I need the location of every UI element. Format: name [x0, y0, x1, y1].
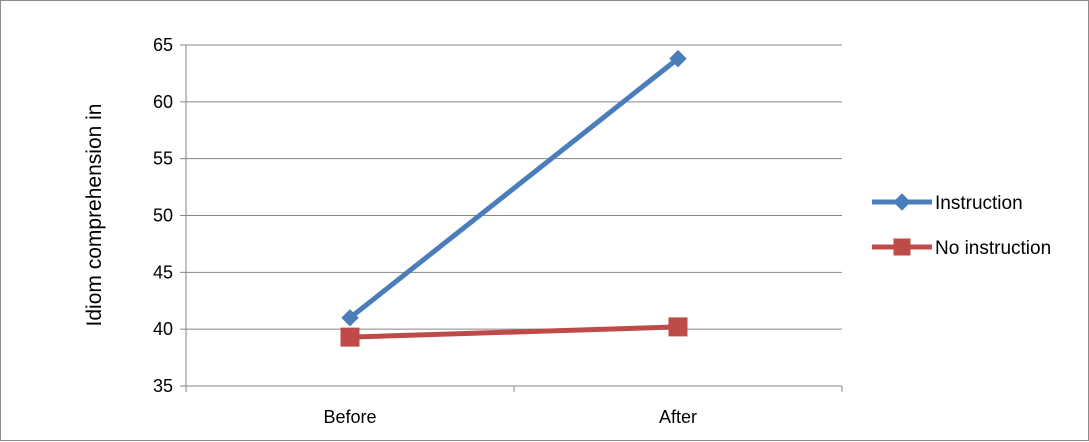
y-tick-label: 55	[153, 149, 173, 169]
y-tick-label: 50	[153, 206, 173, 226]
legend-label: Instruction	[935, 193, 1023, 214]
y-axis-title: Idiom comprehension in	[83, 104, 106, 327]
series-lines	[340, 49, 688, 347]
y-tick-label: 35	[153, 376, 173, 396]
series-line	[347, 324, 681, 340]
y-tick-label: 60	[153, 92, 173, 112]
gridlines	[186, 44, 842, 330]
x-tick-label: After	[659, 407, 697, 427]
y-tick-label: 45	[153, 262, 173, 282]
legend-marker	[893, 238, 911, 256]
legend-label: No instruction	[935, 238, 1051, 259]
axes: 35 40 45 50 55 60 65 Before After	[153, 35, 843, 427]
legend: Instruction No instruction	[872, 193, 1051, 259]
y-tick-label: 65	[153, 35, 173, 55]
series-line	[347, 56, 681, 321]
y-tick-label: 40	[153, 319, 173, 339]
data-point	[669, 49, 687, 68]
legend-item: Instruction	[872, 193, 1023, 214]
x-tick-label: Before	[323, 407, 376, 427]
legend-item: No instruction	[872, 238, 1051, 259]
series-no-instruction	[340, 317, 688, 347]
data-point	[340, 327, 360, 347]
series-instruction	[341, 49, 687, 327]
data-point	[341, 309, 359, 327]
data-point	[668, 317, 688, 337]
legend-marker	[893, 193, 911, 211]
